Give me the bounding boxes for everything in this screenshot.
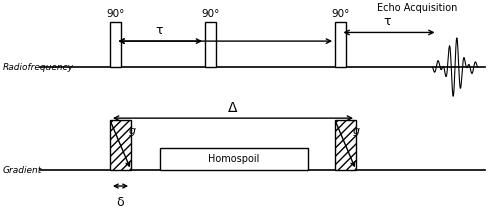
Text: 90°: 90° — [202, 10, 220, 20]
Text: 90°: 90° — [332, 10, 349, 20]
Text: 90°: 90° — [106, 10, 124, 20]
Bar — [335, 120, 356, 170]
Bar — [160, 148, 308, 170]
Bar — [205, 22, 216, 67]
Text: Δ: Δ — [228, 101, 238, 115]
Text: δ: δ — [116, 196, 124, 208]
Bar — [335, 22, 346, 67]
Text: Radiofrequency: Radiofrequency — [2, 63, 74, 72]
Text: Echo Acquisition: Echo Acquisition — [378, 3, 458, 13]
Text: τ: τ — [384, 15, 391, 28]
Text: Homospoil: Homospoil — [208, 154, 259, 164]
Text: τ: τ — [155, 24, 163, 37]
Bar — [110, 22, 121, 67]
Text: Gradient: Gradient — [2, 166, 42, 175]
Text: g: g — [129, 126, 136, 136]
Bar — [110, 120, 131, 170]
Text: g: g — [353, 126, 360, 136]
